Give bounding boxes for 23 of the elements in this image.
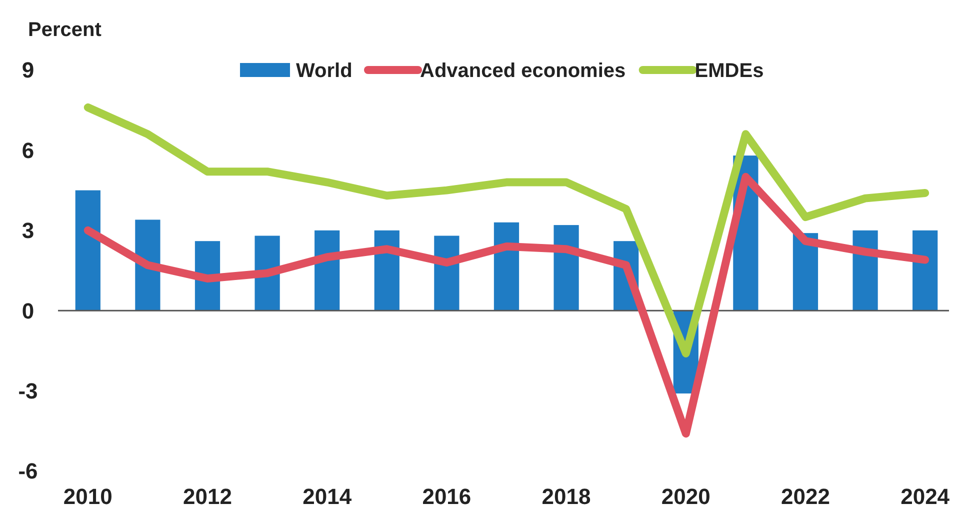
x-tick-label: 2022 (781, 484, 830, 509)
legend-label: EMDEs (694, 60, 764, 82)
bar (75, 190, 100, 311)
y-tick-label: -3 (18, 378, 38, 404)
x-tick-label: 2014 (302, 484, 352, 509)
x-tick-label: 2012 (183, 484, 232, 509)
x-tick-label: 2018 (542, 484, 591, 509)
bar (135, 220, 160, 311)
x-tick-label: 2016 (422, 484, 472, 509)
x-tick-label: 2020 (661, 484, 710, 509)
x-tick-label: 2024 (900, 484, 950, 509)
y-tick-label: 0 (22, 298, 34, 324)
y-tick-label: 6 (22, 138, 34, 163)
bar (494, 222, 520, 311)
bar (554, 225, 579, 311)
y-tick-label: 9 (22, 58, 34, 83)
legend-label: World (296, 60, 352, 82)
bar (912, 230, 938, 311)
y-tick-label: -6 (18, 458, 38, 484)
legend-label: Advanced economies (420, 60, 626, 82)
y-axis-title: Percent (28, 19, 102, 41)
x-tick-label: 2010 (63, 484, 112, 509)
y-tick-label: 3 (22, 218, 34, 244)
